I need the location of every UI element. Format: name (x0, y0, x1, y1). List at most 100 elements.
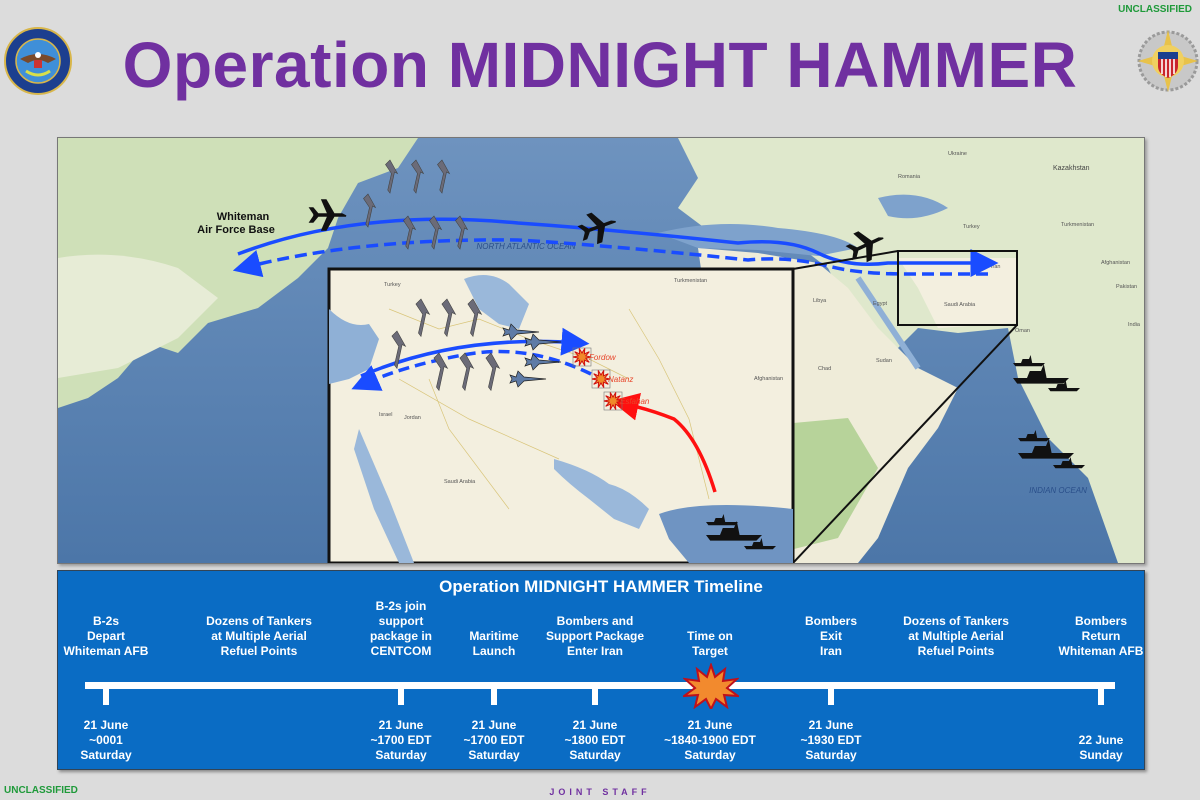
strategic-route-map: NORTH ATLANTIC OCEAN INDIAN OCEAN Ukrain… (57, 137, 1145, 565)
timeline-tick (592, 685, 598, 705)
timeline-event-time: 22 June Sunday (1078, 733, 1124, 762)
b2-bomber-formation (363, 159, 469, 250)
ship-icon (1053, 457, 1085, 469)
country-label: Afghanistan (1101, 260, 1130, 266)
b2-bomber-icon (429, 215, 443, 250)
classification-marking-top: UNCLASSIFIED (1118, 4, 1192, 15)
target-label: Natanz (608, 375, 633, 384)
persian-gulf (554, 459, 649, 529)
caspian-sea (464, 275, 529, 329)
timeline-tick (491, 685, 497, 705)
b2-bomber-icon (455, 215, 469, 250)
timeline-event-label: Bombers Exit Iran (804, 614, 857, 658)
inset-country-label: Turkey (384, 282, 401, 288)
b2-bomber-icon (411, 159, 425, 194)
ocean-label: NORTH ATLANTIC OCEAN (477, 242, 576, 251)
b2-bomber-icon (385, 159, 399, 194)
middle-east-inset-map: Turkey Turkmenistan Afghanistan Jordan I… (327, 267, 795, 565)
ship-icon (1018, 439, 1074, 459)
fighter-jet-icon (502, 323, 540, 341)
b2-bomber-icon (415, 298, 431, 338)
country-label: Pakistan (1116, 284, 1137, 290)
b2-bomber-icon (467, 298, 483, 338)
ship-icon (1013, 364, 1069, 384)
timeline-event-label: Time on Target (687, 629, 733, 658)
inset-country-label: Saudi Arabia (444, 479, 476, 485)
timeline-title: Operation MIDNIGHT HAMMER Timeline (439, 577, 763, 596)
country-label: Egypt (873, 301, 888, 307)
tanker-aircraft-icon (308, 199, 347, 231)
area-of-interest-box (897, 250, 1018, 326)
timeline-tick (828, 685, 834, 705)
b2-bomber-icon (403, 215, 417, 250)
country-label: Ukraine (948, 151, 967, 157)
timeline-event-label: Dozens of Tankers at Multiple Aerial Refue… (206, 614, 312, 658)
naval-ships-group (706, 514, 776, 550)
naval-ships-group (1013, 355, 1085, 469)
ship-icon (1013, 355, 1045, 367)
target-label: Fordow (589, 353, 617, 362)
timeline-event-label: B-2s join support package in CENTCOM (369, 599, 433, 658)
b2-bomber-icon (433, 352, 449, 392)
b2-bomber-icon (441, 298, 457, 338)
country-label: Saudi Arabia (944, 302, 976, 308)
origin-label-text: Whiteman (217, 211, 270, 223)
target-strike-marker: Natanz (591, 369, 633, 389)
time-on-target-explosion-icon (683, 663, 739, 709)
timeline-tick (398, 685, 404, 705)
ship-icon (744, 538, 776, 550)
timeline-event-label: Bombers and Support Package Enter Iran (545, 614, 645, 658)
fighter-jet-icon (509, 370, 547, 388)
origin-base-label: Whiteman (217, 211, 270, 223)
page-title: Operation MIDNIGHT HAMMER (122, 29, 1078, 101)
country-label: India (1128, 322, 1141, 328)
target-label: Esfahan (620, 397, 650, 406)
outbound-route-line (237, 217, 999, 277)
target-strike-marker: Fordow (572, 347, 617, 367)
country-label: Romania (898, 174, 921, 180)
timeline-event-time: 21 June ~1930 EDT Saturday (800, 718, 862, 762)
joint-chiefs-seal-logo (1137, 30, 1199, 92)
tanker-aircraft-icon (845, 231, 884, 263)
timeline-event-time: 21 June ~0001 Saturday (80, 718, 132, 762)
timeline-event-label: Dozens of Tankers at Multiple Aerial Refue… (903, 614, 1009, 658)
return-route-line (232, 238, 988, 278)
maritime-strike-route (610, 392, 717, 493)
b2-bomber-icon (485, 352, 501, 392)
country-label: Chad (818, 366, 831, 372)
b2-bomber-icon (391, 330, 407, 370)
inset-return-route (351, 349, 592, 391)
timeline-event-label: B-2s Depart Whiteman AFB (63, 614, 149, 658)
fighter-escort-group (502, 323, 562, 388)
target-strike-marker: Esfahan (603, 391, 650, 411)
timeline-event-time: 21 June ~1800 EDT Saturday (564, 718, 626, 762)
country-label: Turkey (963, 224, 980, 230)
ship-icon (706, 514, 738, 526)
tanker-aircraft-icon (577, 212, 616, 245)
country-label: Turkmenistan (1061, 222, 1094, 228)
b2-bomber-formation (391, 298, 501, 392)
inset-country-label: Afghanistan (754, 376, 783, 382)
classification-marking-bottom: UNCLASSIFIED (4, 785, 78, 796)
inset-country-label: Israel (379, 412, 392, 418)
ship-icon (1048, 380, 1080, 392)
b2-bomber-icon (459, 352, 475, 392)
timeline-event-time: 21 June ~1700 EDT Saturday (370, 718, 432, 762)
timeline-tick (103, 685, 109, 705)
timeline-event-label: Bombers Return Whiteman AFB (1058, 614, 1144, 658)
country-label: Libya (813, 298, 827, 304)
timeline-event-label: Maritime Launch (469, 629, 519, 658)
country-label: Kazakhstan (1053, 165, 1090, 172)
timeline-tick (1098, 685, 1104, 705)
ocean-label: INDIAN OCEAN (1029, 486, 1087, 495)
dod-seal-logo (4, 27, 72, 95)
red-sea (354, 429, 414, 563)
timeline-panel: Operation MIDNIGHT HAMMER Timeline B-2s D… (57, 570, 1145, 770)
target-sites: Fordow Natanz Esfahan (572, 347, 650, 411)
inset-country-label: Turkmenistan (674, 278, 707, 284)
b2-bomber-icon (363, 193, 377, 228)
country-label: Iran (991, 264, 1000, 270)
country-label: Sudan (876, 358, 892, 364)
timeline-event-time: 21 June ~1700 EDT Saturday (463, 718, 525, 762)
b2-bomber-icon (437, 159, 451, 194)
